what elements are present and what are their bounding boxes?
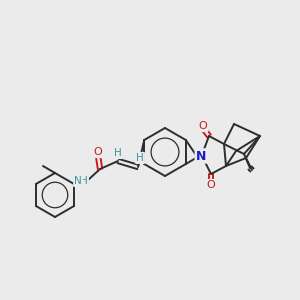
Text: N: N xyxy=(196,149,206,163)
Text: N: N xyxy=(74,176,82,186)
Text: O: O xyxy=(94,147,102,157)
Text: H: H xyxy=(136,153,144,163)
Text: O: O xyxy=(207,180,215,190)
Text: H: H xyxy=(80,176,88,186)
Text: O: O xyxy=(199,121,207,131)
Text: H: H xyxy=(114,148,122,158)
